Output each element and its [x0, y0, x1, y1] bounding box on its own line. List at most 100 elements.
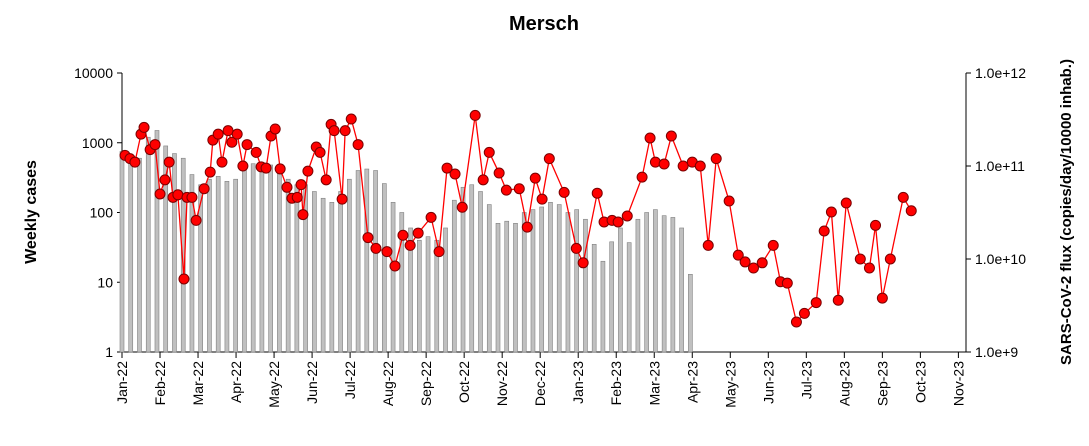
bar	[626, 242, 632, 353]
y2-axis-label: SARS-CoV-2 flux (copies/day/10000 inhab.…	[1058, 59, 1075, 365]
bar	[277, 166, 282, 353]
marker	[577, 257, 589, 269]
marker	[832, 294, 844, 306]
bar	[644, 212, 649, 353]
bar	[530, 209, 536, 353]
marker	[694, 160, 706, 172]
marker	[493, 167, 505, 179]
marker	[636, 171, 648, 183]
marker	[521, 221, 533, 233]
bar	[478, 191, 483, 353]
marker	[818, 225, 830, 237]
chart-title: Mersch	[509, 13, 579, 35]
marker	[483, 146, 495, 158]
bar	[250, 163, 256, 353]
marker	[320, 174, 332, 186]
marker	[237, 160, 249, 172]
marker	[291, 191, 303, 203]
marker	[381, 246, 393, 258]
y2-tick-label: 1.0e+11	[975, 158, 1025, 174]
bar	[242, 166, 247, 353]
marker	[840, 197, 852, 209]
marker	[274, 163, 286, 175]
marker	[536, 193, 548, 205]
bar	[688, 274, 693, 353]
marker	[677, 160, 689, 172]
marker	[854, 253, 866, 265]
marker	[295, 179, 307, 191]
bar	[417, 239, 422, 353]
y-tick-label: 10000	[74, 65, 113, 81]
bar	[670, 217, 676, 353]
marker	[336, 193, 348, 205]
bar	[583, 218, 588, 353]
marker	[612, 216, 624, 228]
marker	[732, 249, 744, 261]
marker	[212, 128, 224, 140]
bar	[172, 153, 177, 353]
bar	[486, 204, 492, 353]
y-tick-label: 10	[97, 274, 113, 290]
y-tick-label: 1	[105, 344, 113, 360]
marker	[825, 206, 837, 218]
marker	[905, 205, 917, 217]
bar	[145, 136, 151, 353]
x-tick-label: Oct-23	[912, 361, 928, 403]
x-tick-label: Jan-22	[114, 361, 130, 404]
x-tick-label: Jan-23	[570, 361, 586, 404]
x-tick-label: Apr-23	[684, 361, 700, 403]
marker	[250, 146, 262, 158]
x-tick-label: Feb-22	[152, 361, 168, 406]
bar	[451, 199, 457, 353]
bar	[355, 170, 361, 353]
bar	[320, 197, 326, 353]
bar	[154, 130, 160, 353]
marker	[469, 109, 481, 121]
x-tick-label: Apr-22	[228, 361, 244, 403]
marker	[297, 209, 309, 221]
marker	[810, 297, 822, 309]
bar	[373, 170, 378, 353]
x-tick-label: Mar-23	[646, 361, 662, 406]
marker	[190, 214, 202, 226]
marker	[159, 174, 171, 186]
bar	[224, 181, 230, 353]
bar	[268, 164, 273, 353]
marker	[339, 125, 351, 137]
marker	[362, 232, 374, 244]
marker	[621, 210, 633, 222]
marker	[138, 121, 150, 133]
bar	[233, 178, 238, 353]
bar	[469, 184, 475, 353]
marker	[172, 189, 184, 201]
bar	[399, 212, 405, 353]
marker	[425, 211, 437, 223]
marker	[477, 174, 489, 186]
bar	[390, 202, 396, 353]
bar	[137, 157, 142, 353]
marker	[389, 260, 401, 272]
marker	[500, 184, 512, 196]
bar	[382, 183, 387, 353]
marker	[790, 316, 802, 328]
marker	[781, 277, 793, 289]
bar	[215, 176, 221, 353]
marker	[558, 186, 570, 198]
marker	[302, 165, 314, 177]
bar	[329, 202, 335, 353]
x-tick-label: Mar-22	[190, 361, 206, 406]
bar	[635, 218, 641, 353]
y-axis-label: Weekly cases	[23, 160, 40, 264]
marker	[456, 201, 468, 213]
marker	[216, 156, 228, 168]
bar	[163, 145, 169, 353]
marker	[876, 292, 888, 304]
marker	[204, 166, 216, 178]
y2-tick-label: 1.0e+10	[975, 251, 1026, 267]
marker	[433, 246, 445, 258]
marker	[222, 125, 234, 137]
x-tick-label: Nov-23	[950, 361, 966, 406]
bar	[618, 227, 623, 353]
bar	[443, 227, 448, 353]
